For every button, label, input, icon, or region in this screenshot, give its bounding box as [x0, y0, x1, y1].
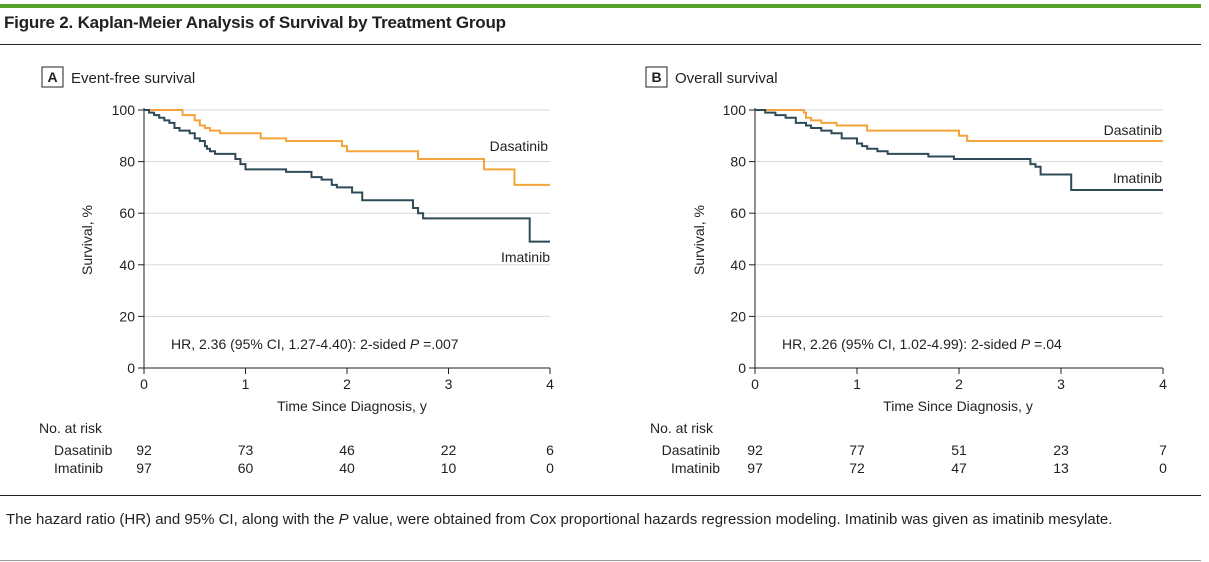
at-risk-value: 46	[339, 442, 355, 458]
at-risk-value: 60	[238, 460, 254, 476]
at-risk-value: 77	[849, 442, 865, 458]
at-risk-value: 40	[339, 460, 355, 476]
series-line-dasatinib	[144, 109, 550, 186]
x-tick-label: 0	[751, 376, 759, 392]
hr-text: HR, 2.26 (95% CI, 1.02-4.99): 2-sided	[782, 336, 1021, 352]
series-line-dasatinib	[755, 109, 1163, 142]
series-line-imatinib	[144, 109, 550, 243]
at-risk-value: 13	[1053, 460, 1069, 476]
y-axis-label: Survival, %	[691, 205, 707, 275]
y-tick-label: 20	[119, 308, 135, 324]
y-tick-label: 40	[119, 257, 135, 273]
bottom-rule	[0, 560, 1201, 561]
y-tick-label: 40	[730, 257, 746, 273]
x-axis-label: Time Since Diagnosis, y	[883, 398, 1033, 414]
x-tick-label: 3	[1057, 376, 1065, 392]
at-risk-value: 72	[849, 460, 865, 476]
series-line-imatinib	[755, 109, 1163, 191]
y-tick-label: 20	[730, 308, 746, 324]
x-axis-label: Time Since Diagnosis, y	[277, 398, 427, 414]
at-risk-value: 97	[747, 460, 763, 476]
at-risk-value: 92	[747, 442, 763, 458]
at-risk-value: 97	[136, 460, 152, 476]
p-symbol: P	[1021, 336, 1031, 352]
panel-letter-box	[645, 66, 668, 88]
caption-rule	[0, 495, 1201, 496]
at-risk-value: 23	[1053, 442, 1069, 458]
x-tick-label: 4	[1159, 376, 1167, 392]
y-tick-label: 60	[730, 205, 746, 221]
at-risk-value: 6	[546, 442, 554, 458]
panel-title: Event-free survival	[71, 70, 195, 87]
y-tick-label: 100	[112, 102, 136, 118]
x-tick-label: 1	[242, 376, 250, 392]
y-tick-label: 60	[119, 205, 135, 221]
at-risk-value: 0	[1159, 460, 1167, 476]
hr-annotation: HR, 2.26 (95% CI, 1.02-4.99): 2-sided P …	[782, 336, 1062, 352]
panel-letter: B	[651, 69, 661, 85]
hr-text: HR, 2.36 (95% CI, 1.27-4.40): 2-sided	[171, 336, 410, 352]
at-risk-name-imatinib: Imatinib	[671, 460, 720, 476]
title-rule	[0, 44, 1201, 45]
caption-part-2: value, were obtained from Cox proportion…	[348, 511, 1113, 528]
at-risk-value: 51	[951, 442, 967, 458]
y-tick-label: 100	[723, 102, 747, 118]
at-risk-value: 10	[441, 460, 457, 476]
at-risk-name-dasatinib: Dasatinib	[54, 442, 113, 458]
p-symbol: P	[410, 336, 420, 352]
at-risk-value: 92	[136, 442, 152, 458]
series-label-dasatinib: Dasatinib	[490, 138, 549, 154]
x-tick-label: 2	[955, 376, 963, 392]
at-risk-value: 7	[1159, 442, 1167, 458]
x-tick-label: 1	[853, 376, 861, 392]
p-value: =.04	[1030, 336, 1062, 352]
at-risk-heading: No. at risk	[650, 420, 714, 436]
y-tick-label: 80	[730, 154, 746, 170]
x-tick-label: 0	[140, 376, 148, 392]
series-label-imatinib: Imatinib	[501, 249, 550, 265]
at-risk-value: 22	[441, 442, 457, 458]
panel-title: Overall survival	[675, 70, 778, 87]
at-risk-value: 47	[951, 460, 967, 476]
x-tick-label: 2	[343, 376, 351, 392]
y-axis-label: Survival, %	[79, 205, 95, 275]
series-label-dasatinib: Dasatinib	[1104, 122, 1163, 138]
series-label-imatinib: Imatinib	[1113, 170, 1162, 186]
panel-letter: A	[47, 69, 57, 85]
at-risk-name-imatinib: Imatinib	[54, 460, 103, 476]
y-tick-label: 0	[738, 360, 746, 376]
accent-bar	[0, 4, 1201, 8]
panel-letter-box	[41, 66, 64, 88]
hr-annotation: HR, 2.36 (95% CI, 1.27-4.40): 2-sided P …	[171, 336, 459, 352]
p-value: =.007	[419, 336, 459, 352]
figure-title: Figure 2. Kaplan-Meier Analysis of Survi…	[4, 13, 506, 32]
y-tick-label: 0	[127, 360, 135, 376]
caption-p-symbol: P	[338, 511, 349, 528]
figure-caption: The hazard ratio (HR) and 95% CI, along …	[6, 509, 1186, 530]
at-risk-value: 73	[238, 442, 254, 458]
x-tick-label: 3	[445, 376, 453, 392]
at-risk-name-dasatinib: Dasatinib	[662, 442, 721, 458]
caption-part-1: The hazard ratio (HR) and 95% CI, along …	[6, 511, 339, 528]
at-risk-heading: No. at risk	[39, 420, 103, 436]
x-tick-label: 4	[546, 376, 554, 392]
y-tick-label: 80	[119, 154, 135, 170]
at-risk-value: 0	[546, 460, 554, 476]
